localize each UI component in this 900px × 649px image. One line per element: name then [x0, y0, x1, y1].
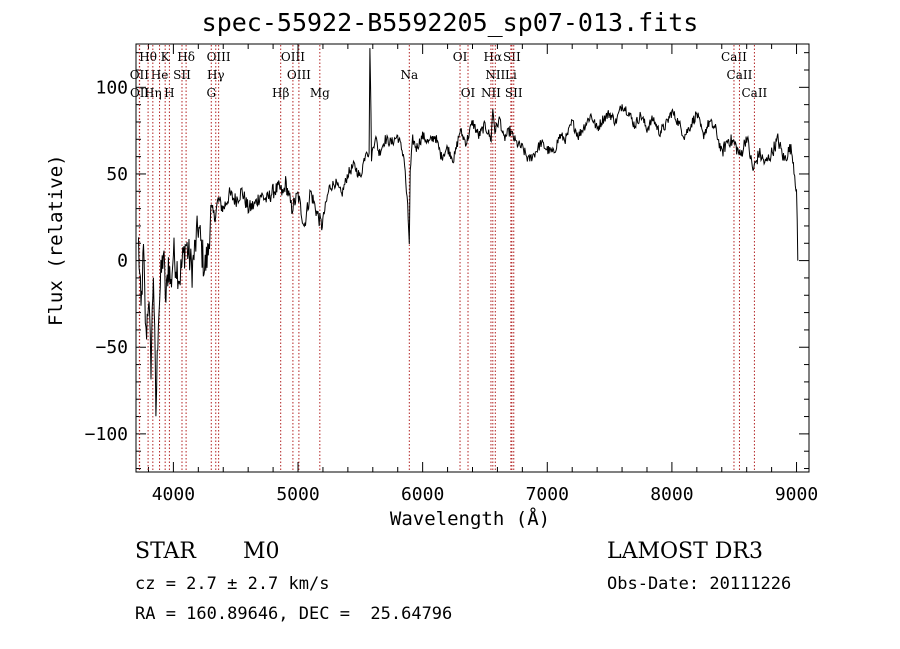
- spectrum-line: [138, 48, 799, 417]
- redshift-cz: cz = 2.7 ± 2.7 km/s: [135, 574, 330, 594]
- x-tick-label: 6000: [401, 484, 444, 505]
- spectral-line-label: Hδ: [177, 50, 195, 64]
- spectral-line-label: OIII: [287, 68, 311, 82]
- spectral-line-label: OIII: [207, 50, 231, 64]
- x-tick-label: 8000: [650, 484, 693, 505]
- y-tick-label: 50: [106, 164, 128, 185]
- spectral-line-label: Hθ: [139, 50, 157, 64]
- y-tick-label: 0: [117, 251, 128, 272]
- x-tick-label: 4000: [152, 484, 195, 505]
- spectral-line-label: Li: [505, 68, 517, 82]
- spectral-line-label: NII: [485, 68, 505, 82]
- survey-label: LAMOST DR3: [607, 539, 763, 564]
- plot-frame: [135, 43, 810, 473]
- spectral-line-label: CaII: [721, 50, 747, 64]
- object-subclass: M0: [243, 539, 280, 564]
- spectral-line-label: OIII: [281, 50, 305, 64]
- y-axis-label: Flux (relative): [45, 154, 67, 326]
- spectral-line-label: SII: [173, 68, 191, 82]
- y-tick-label: −50: [95, 337, 128, 358]
- x-tick-label: 7000: [526, 484, 569, 505]
- spectral-line-label: CaII: [727, 68, 753, 82]
- y-tick-label: −100: [85, 424, 128, 445]
- ra-dec-coords: RA = 160.89646, DEC = 25.64796: [135, 604, 453, 624]
- spectral-line-label: Hη: [144, 86, 162, 100]
- spectral-line-label: Mg: [310, 86, 330, 100]
- spectral-line-label: He: [151, 68, 169, 82]
- spectral-line-label: CaII: [741, 86, 767, 100]
- spectral-line-label: NII: [481, 86, 501, 100]
- x-axis-label: Wavelength (Å): [389, 508, 551, 530]
- x-tick-label: 9000: [775, 484, 818, 505]
- spectral-line-label: Hβ: [272, 86, 289, 100]
- spectral-line-label: H: [164, 86, 174, 100]
- chart-title: spec-55922-B5592205_sp07-013.fits: [201, 8, 699, 37]
- spectral-line-label: K: [161, 50, 171, 64]
- spectral-line-label: Hγ: [207, 68, 225, 82]
- spectral-line-label: OI: [453, 50, 468, 64]
- spectral-line-label: OI: [461, 86, 476, 100]
- obs-date: Obs-Date: 20111226: [607, 574, 792, 594]
- spectral-line-label: SII: [503, 50, 521, 64]
- spectral-line-label: SII: [505, 86, 523, 100]
- x-tick-label: 5000: [276, 484, 319, 505]
- spectral-line-label: OII: [130, 68, 150, 82]
- spectral-line-label: OII: [130, 86, 150, 100]
- spectral-line-label: Hα: [484, 50, 503, 64]
- spectral-line-label: G: [206, 86, 216, 100]
- y-tick-label: 100: [95, 77, 128, 98]
- object-class: STAR: [135, 539, 196, 564]
- spectral-line-label: Na: [400, 68, 418, 82]
